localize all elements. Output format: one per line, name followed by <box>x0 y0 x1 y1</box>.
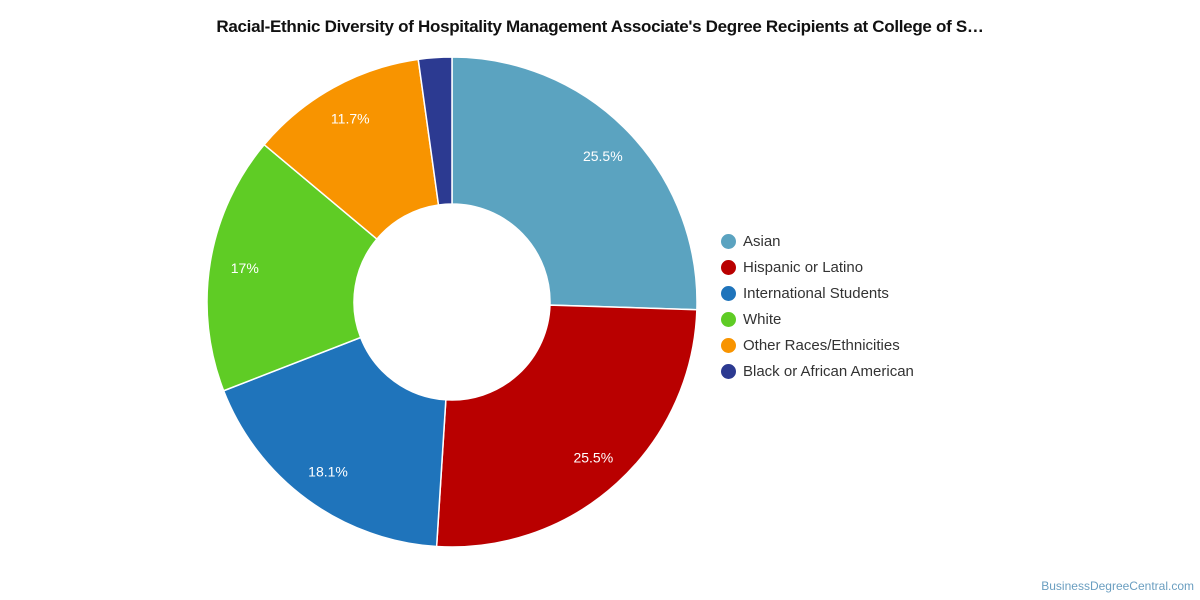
legend-swatch <box>721 311 736 327</box>
data-label: 17% <box>231 260 259 276</box>
slice-international-students[interactable] <box>222 336 447 548</box>
legend-label: Hispanic or Latino <box>743 258 864 276</box>
credit-link[interactable]: BusinessDegreeCentral.com <box>1041 579 1194 593</box>
slice-black-or-african-american[interactable] <box>417 56 453 206</box>
data-label: 25.5% <box>573 449 613 465</box>
legend-item[interactable]: International Students <box>721 280 914 306</box>
chart-title: Racial-Ethnic Diversity of Hospitality M… <box>216 17 984 36</box>
legend-swatch <box>721 233 736 249</box>
legend-item[interactable]: Other Races/Ethnicities <box>721 332 914 358</box>
legend-label: International Students <box>743 284 889 302</box>
legend-item[interactable]: White <box>721 306 914 332</box>
legend-label: Black or African American <box>743 362 914 380</box>
slice-white[interactable] <box>206 143 378 392</box>
slice-other-races-ethnicities[interactable] <box>263 58 440 241</box>
legend-item[interactable]: Hispanic or Latino <box>721 254 914 280</box>
legend-item[interactable]: Black or African American <box>721 358 914 384</box>
legend-label: White <box>743 310 782 328</box>
legend-swatch <box>721 337 736 353</box>
slice-hispanic-or-latino[interactable] <box>435 304 698 548</box>
legend-swatch <box>721 363 736 379</box>
legend-swatch <box>721 285 736 301</box>
data-label: 11.7% <box>331 110 370 126</box>
legend: Asian Hispanic or Latino International Stu… <box>721 228 914 384</box>
data-label: 18.1% <box>308 464 348 480</box>
slice-asian[interactable] <box>451 56 698 311</box>
legend-swatch <box>721 259 736 275</box>
legend-label: Asian <box>743 232 781 250</box>
data-label: 25.5% <box>583 148 623 164</box>
legend-item[interactable]: Asian <box>721 228 914 254</box>
legend-label: Other Races/Ethnicities <box>743 336 900 354</box>
